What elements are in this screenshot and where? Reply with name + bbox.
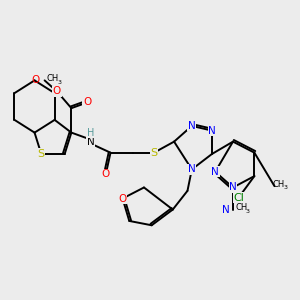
Text: CH: CH <box>273 180 285 189</box>
Text: N: N <box>212 167 219 177</box>
Text: O: O <box>31 75 39 85</box>
Text: 3: 3 <box>284 185 287 190</box>
Text: N: N <box>87 136 94 147</box>
Text: CH: CH <box>235 203 248 212</box>
Text: 3: 3 <box>57 80 61 85</box>
Text: H: H <box>87 128 94 138</box>
Text: N: N <box>222 205 230 214</box>
Text: N: N <box>188 164 196 174</box>
Text: O: O <box>53 86 61 96</box>
Text: S: S <box>38 149 45 159</box>
Text: O: O <box>83 98 91 107</box>
Text: O: O <box>102 169 110 179</box>
Text: 3: 3 <box>246 209 250 214</box>
Text: N: N <box>208 126 216 136</box>
Text: S: S <box>151 148 158 158</box>
Text: Cl: Cl <box>233 193 244 202</box>
Text: CH: CH <box>47 74 59 83</box>
Text: O: O <box>118 194 127 203</box>
Text: N: N <box>229 182 237 193</box>
Text: N: N <box>188 121 196 131</box>
